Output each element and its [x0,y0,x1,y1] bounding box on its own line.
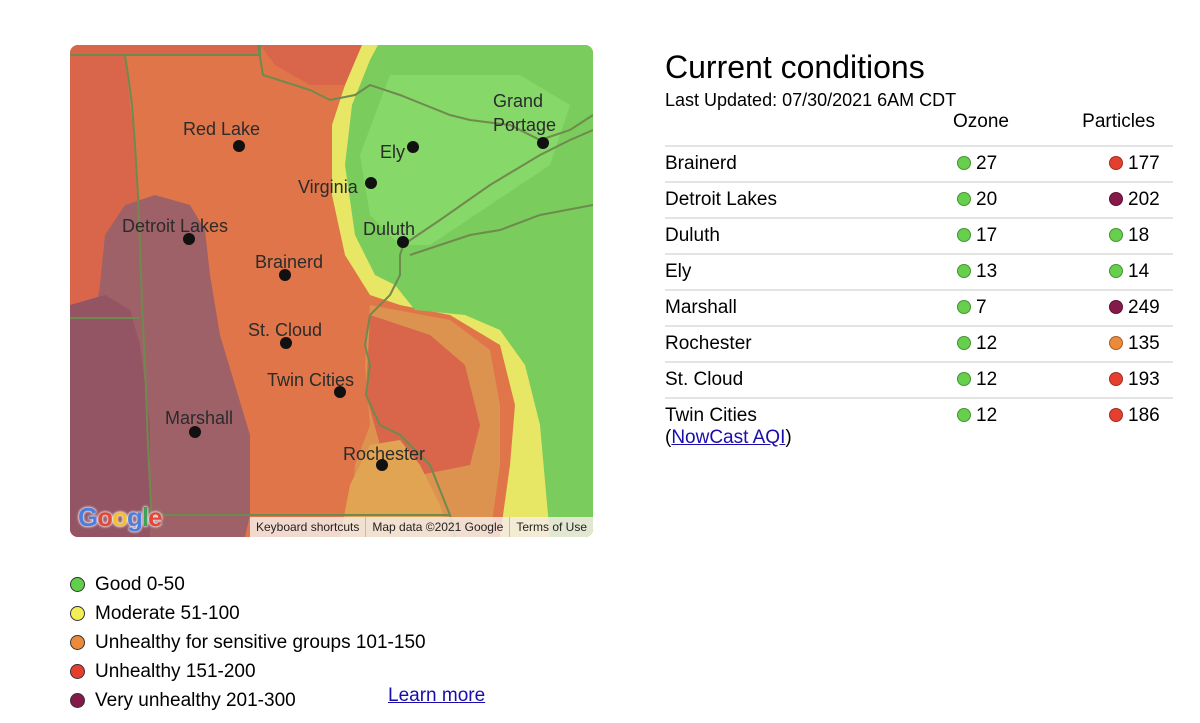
particles-status-icon [1109,156,1123,170]
learn-more-link[interactable]: Learn more [388,685,486,706]
particles-status-icon [1109,264,1123,278]
particles-status-icon [1109,408,1123,422]
particles-status-icon [1109,192,1123,206]
table-row: Brainerd 27 177 [665,145,1173,182]
city-name: Brainerd [665,145,935,182]
city-marker-icon[interactable] [365,177,377,189]
city-label: Duluth [363,219,416,239]
map-attribution: Keyboard shortcuts Map data ©2021 Google… [249,517,593,537]
particles-value: 202 [1009,181,1173,218]
table-row: St. Cloud 12 193 [665,361,1173,398]
city-marker-icon[interactable] [279,269,291,281]
usg-swatch-icon [70,635,85,650]
ozone-status-icon [957,336,971,350]
ozone-status-icon [957,372,971,386]
good-swatch-icon [70,577,85,592]
city-label: Virginia [298,177,358,197]
very-unhealthy-swatch-icon [70,693,85,708]
city-marker-icon[interactable] [397,236,409,248]
conditions-table: Ozone Particles Brainerd 27 177 Detroit Lak… [665,111,1173,457]
column-header-city [665,111,935,146]
table-row: Twin Cities (NowCast AQI) 12 186 [665,397,1173,457]
nowcast-aqi-link[interactable]: NowCast AQI [671,427,786,448]
city-label: Marshall [165,408,234,428]
ozone-status-icon [957,300,971,314]
ozone-status-icon [957,264,971,278]
city-label: Red Lake [183,119,261,139]
particles-status-icon [1109,336,1123,350]
current-conditions-panel: Current conditions Last Updated: 07/30/2… [665,48,1175,457]
city-label: Detroit Lakes [122,216,229,236]
moderate-swatch-icon [70,606,85,621]
particles-value: 18 [1009,217,1173,254]
column-header-ozone: Ozone [953,111,1009,132]
city-label: Ely [380,142,406,162]
legend-item-good: Good 0-50 [70,570,426,599]
page-title: Current conditions [665,49,925,85]
ozone-value: 12 [935,397,1009,457]
city-marker-icon[interactable] [233,140,245,152]
city-marker-icon[interactable] [280,337,292,349]
ozone-value: 12 [935,325,1009,362]
city-marker-icon[interactable] [407,141,419,153]
particles-status-icon [1109,228,1123,242]
particles-value: 14 [1009,253,1173,290]
city-name: Ely [665,253,935,290]
city-marker-icon[interactable] [537,137,549,149]
table-row: Rochester 12 135 [665,325,1173,362]
city-name: Duluth [665,217,935,254]
city-label: Portage [493,115,557,135]
city-marker-icon[interactable] [334,386,346,398]
legend-item-moderate: Moderate 51-100 [70,599,426,628]
ozone-value: 20 [935,181,1009,218]
table-row: Detroit Lakes 20 202 [665,181,1173,218]
city-marker-icon[interactable] [183,233,195,245]
city-name: Twin Cities (NowCast AQI) [665,397,935,457]
terms-of-use-link[interactable]: Terms of Use [509,517,593,537]
map-data-label: Map data ©2021 Google [365,517,510,537]
unhealthy-swatch-icon [70,664,85,679]
particles-value: 186 [1009,397,1173,457]
city-marker-icon[interactable] [189,426,201,438]
ozone-value: 12 [935,361,1009,398]
city-name: Detroit Lakes [665,181,935,218]
table-row: Marshall 7 249 [665,289,1173,326]
last-updated: Last Updated: 07/30/2021 6AM CDT [665,90,957,110]
legend-item-very-unhealthy: Very unhealthy 201-300 [70,686,426,715]
nowcast-note: (NowCast AQI) [665,427,792,448]
particles-value: 249 [1009,289,1173,326]
column-header-particles: Particles [1082,111,1155,132]
ozone-status-icon [957,156,971,170]
aqi-map[interactable]: Red Lake Grand Portage Ely Virginia Detroit L… [70,45,593,537]
google-logo[interactable]: Google [78,502,163,532]
city-label: St. Cloud [248,320,323,340]
legend-item-usg: Unhealthy for sensitive groups 101-150 [70,628,426,657]
aqi-legend: Good 0-50 Moderate 51-100 Unhealthy for … [70,570,485,715]
table-row: Ely 13 14 [665,253,1173,290]
ozone-value: 7 [935,289,1009,326]
ozone-status-icon [957,192,971,206]
ozone-status-icon [957,228,971,242]
city-name: Marshall [665,289,935,326]
ozone-value: 13 [935,253,1009,290]
city-name: Rochester [665,325,935,362]
ozone-value: 27 [935,145,1009,182]
ozone-status-icon [957,408,971,422]
table-row: Duluth 17 18 [665,217,1173,254]
city-label: Grand [493,91,544,111]
particles-status-icon [1109,300,1123,314]
ozone-value: 17 [935,217,1009,254]
legend-item-unhealthy: Unhealthy 151-200 [70,657,426,686]
city-name: St. Cloud [665,361,935,398]
aqi-contour-layer [70,45,593,537]
city-label: Brainerd [255,252,324,272]
particles-status-icon [1109,372,1123,386]
particles-value: 193 [1009,361,1173,398]
keyboard-shortcuts-link[interactable]: Keyboard shortcuts [249,517,366,537]
particles-value: 135 [1009,325,1173,362]
city-label: Rochester [343,444,426,464]
particles-value: 177 [1009,145,1173,182]
city-label: Twin Cities [267,370,355,390]
city-marker-icon[interactable] [376,459,388,471]
